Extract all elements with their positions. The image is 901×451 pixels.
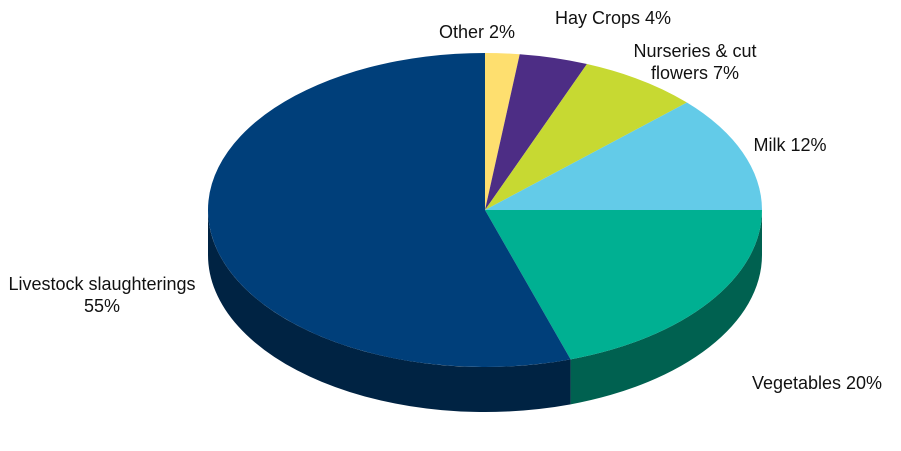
category-label: Hay Crops: [554, 8, 640, 28]
category-label: Other: [438, 22, 484, 42]
value-label: 4%: [645, 8, 672, 28]
category-label: Livestock slaughterings: [8, 274, 196, 294]
category-label: Milk: [753, 135, 786, 155]
slice-side: [207, 210, 571, 412]
slice-label: Hay Crops 4%: [533, 7, 693, 29]
value-label: 7%: [713, 63, 740, 83]
slice: [485, 210, 762, 360]
category-label: Nurseries & cut flowers: [633, 41, 757, 83]
slice-side: [570, 210, 762, 405]
slice: [208, 53, 571, 368]
value-label: 55%: [83, 296, 121, 316]
slice: [485, 102, 762, 210]
slice: [485, 53, 520, 210]
value-label: 20%: [846, 373, 883, 393]
slice-label: Nurseries & cut flowers 7%: [620, 40, 770, 84]
slice-label: Milk 12%: [730, 134, 850, 156]
slice-label: Other 2%: [407, 21, 547, 43]
value-label: 12%: [790, 135, 827, 155]
slice-label: Livestock slaughterings 55%: [7, 273, 197, 317]
slice-label: Vegetables 20%: [727, 372, 901, 394]
category-label: Vegetables: [751, 373, 842, 393]
slice: [485, 54, 587, 210]
value-label: 2%: [489, 22, 516, 42]
slice: [485, 64, 687, 211]
